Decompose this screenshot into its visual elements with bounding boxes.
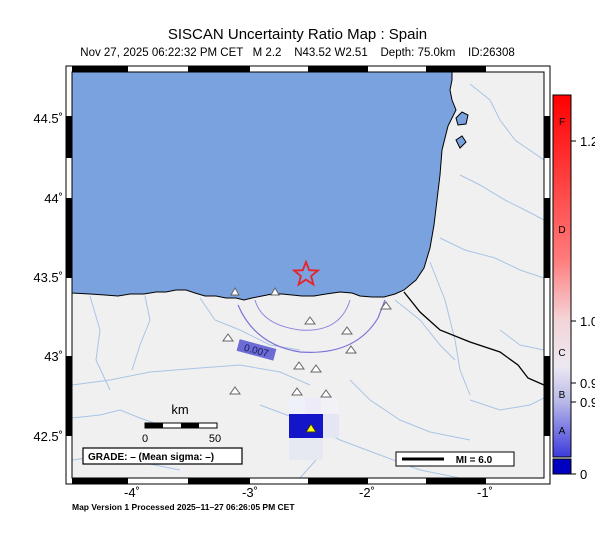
uncertainty-contour-inner [254, 299, 351, 331]
grade-box [82, 447, 243, 465]
colorbar-value-label: 1.2 [580, 134, 595, 149]
border-line [403, 291, 544, 386]
coastal-lagoon-2 [455, 135, 467, 149]
footer-processed: Map Version 1 Processed 2025–11–27 06:26… [72, 502, 295, 512]
station-marker [304, 316, 316, 325]
coastal-lagoon [455, 111, 469, 126]
lon-tick-label: -2˚ [359, 485, 375, 500]
lat-tick-label: 44.5˚ [33, 111, 63, 126]
mi-legend-text: MI = 6.0 [456, 455, 493, 466]
lat-tick-label: 43.5˚ [33, 270, 63, 285]
scalebar-min: 0 [142, 433, 148, 445]
station-marker [270, 286, 280, 296]
grid-cell [305, 398, 321, 414]
station-marker [380, 301, 392, 310]
scalebar-unit: km [171, 402, 188, 417]
colorbar-value-label: 0.9 [580, 395, 595, 410]
lon-tick-label: -4˚ [124, 485, 140, 500]
frame-checkers [66, 66, 550, 484]
uncertainty-contour [237, 299, 386, 353]
lon-tick-label: -1˚ [477, 485, 493, 500]
grid-cell [321, 398, 339, 414]
colorbar-value-label: 1.0 [580, 314, 595, 329]
colorbar-min-swatch [552, 458, 572, 475]
colorbar-grade-letter: B [559, 390, 566, 401]
grid-cell [289, 398, 305, 414]
station-marker [229, 386, 241, 395]
lat-tick-label: 44˚ [44, 191, 63, 206]
colorbar-grade-letter: A [559, 426, 566, 437]
colorbar-grade-letter: D [558, 225, 565, 236]
station-marker [341, 326, 353, 335]
sea-area [72, 72, 457, 301]
station-marker [310, 364, 322, 373]
epicenter-star-icon [291, 259, 321, 287]
grade-text: GRADE: – (Mean sigma: –) [88, 452, 214, 463]
colorbar [552, 94, 572, 458]
station-marker [320, 389, 332, 398]
colorbar-value-label: 0.9 [580, 376, 595, 391]
station-marker [293, 361, 305, 370]
lon-tick-label: -3˚ [242, 485, 258, 500]
station-marker [291, 387, 303, 396]
grid-cell [289, 438, 323, 460]
station-marker [222, 333, 234, 342]
grid-cell [323, 414, 339, 438]
event-info: Nov 27, 2025 06:22:32 PM CET M 2.2 N43.5… [80, 47, 515, 59]
grid-cell-max [289, 414, 323, 438]
scalebar-max: 50 [209, 433, 221, 445]
colorbar-value-label: 0 [580, 467, 587, 482]
lat-tick-label: 42.5˚ [33, 429, 63, 444]
map-title: SISCAN Uncertainty Ratio Map : Spain [167, 26, 428, 43]
mi-legend-box [395, 451, 515, 467]
lat-tick-label: 43˚ [44, 349, 63, 364]
contour-label-box [236, 339, 277, 361]
colorbar-grade-letter: F [559, 117, 565, 128]
station-marker [345, 345, 357, 354]
colorbar-grade-letter: C [558, 348, 565, 359]
station-marker [230, 286, 240, 296]
station-marker-highlight [305, 423, 317, 433]
